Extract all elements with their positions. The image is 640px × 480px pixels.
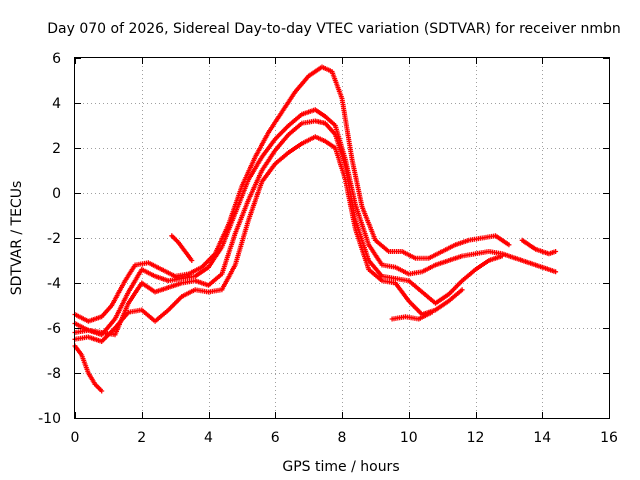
series-track-5 — [72, 343, 105, 394]
y-tick-label: -6 — [47, 321, 61, 337]
data-point — [553, 249, 559, 254]
y-tick-label: -10 — [38, 411, 61, 427]
data-point — [506, 242, 512, 248]
series-track-8 — [519, 237, 559, 257]
x-tick-label: 2 — [137, 430, 146, 446]
x-tick-label: 0 — [71, 430, 80, 446]
data-point — [499, 253, 505, 259]
y-tick-label: 4 — [52, 96, 61, 112]
x-tick-label: 8 — [338, 430, 347, 446]
series-track-4 — [72, 134, 465, 344]
x-tick-label: 14 — [533, 430, 551, 446]
y-tick-label: 6 — [52, 51, 61, 67]
series-track-7 — [389, 309, 435, 322]
series-track-2 — [72, 107, 559, 338]
y-tick-label: -4 — [47, 276, 61, 292]
data-point — [459, 287, 465, 293]
y-tick-label: 0 — [52, 186, 61, 202]
series-track-6 — [169, 233, 195, 263]
data-point — [99, 388, 105, 394]
data-point — [429, 309, 435, 315]
series-track-1 — [72, 64, 512, 324]
data-layer — [72, 64, 559, 394]
tick-layer: 0 2 4 6 8 10 12 14 16 -10 -8 -6 -4 -2 0 2 4 6 — [38, 51, 618, 446]
y-tick-label: -2 — [47, 231, 61, 247]
y-tick-label: -8 — [47, 366, 61, 382]
x-tick-label: 16 — [600, 430, 618, 446]
x-axis-label: GPS time / hours — [282, 459, 399, 475]
plot-frame — [74, 57, 610, 419]
x-tick-label: 4 — [204, 430, 213, 446]
x-tick-label: 6 — [271, 430, 280, 446]
y-tick-label: 2 — [52, 141, 61, 157]
y-axis-label: SDTVAR / TECUs — [9, 181, 25, 296]
x-tick-label: 12 — [467, 430, 485, 446]
series-track-3 — [72, 118, 505, 338]
data-point — [189, 258, 195, 263]
chart-title: Day 070 of 2026, Sidereal Day-to-day VTE… — [47, 21, 621, 37]
data-point — [553, 269, 559, 275]
x-tick-label: 10 — [400, 430, 418, 446]
